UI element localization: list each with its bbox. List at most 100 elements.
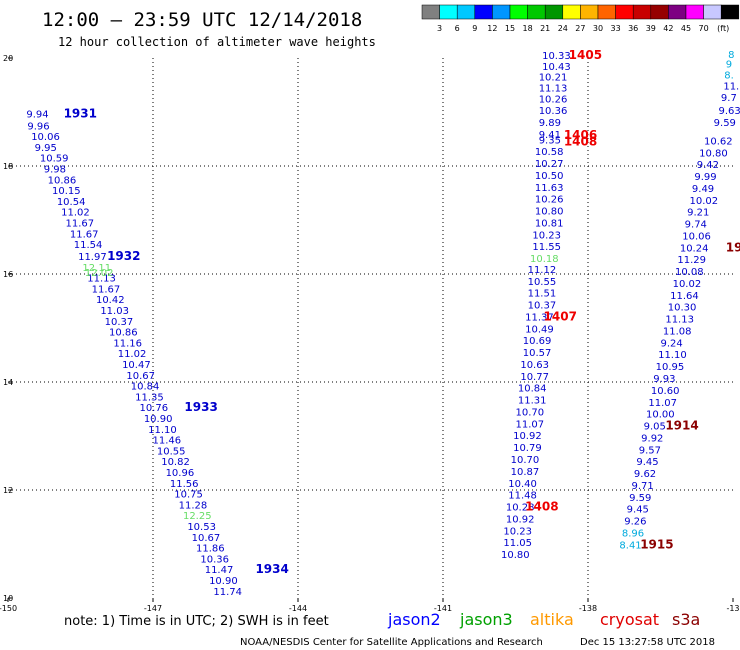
pass-time-label: 1933 bbox=[184, 400, 217, 414]
wave-height-value: 11.13 bbox=[539, 83, 568, 94]
wave-height-value: 11.51 bbox=[528, 289, 557, 300]
color-scale-label: 3 bbox=[437, 24, 442, 33]
wave-height-value: 8 bbox=[728, 50, 734, 61]
wave-height-value: 10.23 bbox=[503, 526, 532, 537]
wave-height-value: 10.26 bbox=[539, 94, 568, 105]
y-tick-label: 10 bbox=[3, 594, 13, 603]
pass-time-label: 1406 bbox=[564, 128, 597, 142]
footnote: note: 1) Time is in UTC; 2) SWH is in fe… bbox=[64, 614, 329, 629]
wave-height-value: 10.36 bbox=[200, 554, 229, 565]
wave-height-value: 9.98 bbox=[44, 164, 66, 175]
pass-time-label: 1914 bbox=[665, 419, 698, 433]
wave-height-value: 9.59 bbox=[629, 493, 651, 504]
color-scale-label: 70 bbox=[699, 24, 709, 33]
y-tick-label: 12 bbox=[3, 486, 13, 495]
wave-height-value: 12.11 bbox=[82, 263, 111, 274]
wave-height-value: 9.24 bbox=[661, 338, 683, 349]
wave-height-value: 10.80 bbox=[699, 148, 728, 159]
wave-height-value: 9.94 bbox=[26, 109, 48, 120]
wave-height-value: 9 bbox=[726, 60, 732, 71]
wave-height-value: 10.23 bbox=[532, 230, 561, 241]
color-scale-label: 18 bbox=[523, 24, 533, 33]
credit-text: NOAA/NESDIS Center for Satellite Applica… bbox=[240, 637, 543, 648]
wave-height-value: 11.28 bbox=[179, 500, 208, 511]
wave-height-value: 11.16 bbox=[113, 338, 142, 349]
wave-height-value: 10.26 bbox=[535, 195, 564, 206]
wave-height-value: 12.02 bbox=[85, 268, 114, 279]
wave-height-value: 10.63 bbox=[520, 360, 549, 371]
x-tick-label: -141 bbox=[434, 604, 452, 613]
satellite-legend-altika: altika bbox=[530, 610, 574, 629]
grid bbox=[8, 58, 733, 598]
wave-height-value: 9.74 bbox=[685, 220, 707, 231]
wave-height-value: 9.41 bbox=[539, 130, 561, 141]
wave-height-value: 9.21 bbox=[687, 208, 709, 219]
y-tick-label: 14 bbox=[3, 378, 13, 387]
wave-height-value: 9.26 bbox=[624, 517, 646, 528]
color-scale-legend: 3 6 9 12 15 18 21 24 27 30 33 36 39 42 45 70 (ft) bbox=[421, 4, 740, 33]
wave-height-value: 10.77 bbox=[520, 372, 549, 383]
wave-height-value: 11.10 bbox=[658, 350, 687, 361]
wave-height-value: 10.70 bbox=[516, 407, 545, 418]
wave-height-value: 9.71 bbox=[632, 481, 654, 492]
wave-height-value: 10.28 bbox=[506, 503, 535, 514]
pass-time-label: 1915 bbox=[640, 537, 673, 551]
color-scale-swatch bbox=[668, 4, 687, 20]
wave-height-value: 9.57 bbox=[639, 445, 661, 456]
wave-height-value: 11.63 bbox=[535, 183, 564, 194]
x-tick-label: -13 bbox=[726, 604, 739, 613]
wave-height-value: 11.02 bbox=[118, 349, 147, 360]
wave-height-value: 9.95 bbox=[35, 143, 57, 154]
chart-subtitle: 12 hour collection of altimeter wave hei… bbox=[58, 35, 376, 49]
pass-time-label: 1932 bbox=[107, 249, 140, 263]
wave-height-value: 10.37 bbox=[528, 301, 557, 312]
pass-time-label: 1407 bbox=[544, 309, 577, 323]
color-scale-swatch bbox=[703, 4, 722, 20]
wave-height-value: 11.02 bbox=[61, 208, 90, 219]
wave-height-value: 11.54 bbox=[74, 240, 103, 251]
wave-height-value: 10.00 bbox=[646, 410, 675, 421]
wave-height-value: 9.45 bbox=[636, 457, 658, 468]
color-scale-swatch bbox=[527, 4, 546, 20]
wave-height-value: 10.86 bbox=[48, 175, 77, 186]
color-scale-label: 24 bbox=[558, 24, 568, 33]
wave-height-value: 9.45 bbox=[627, 505, 649, 516]
color-scale-label: 9 bbox=[472, 24, 477, 33]
wave-height-value: 10.24 bbox=[680, 243, 709, 254]
wave-height-value: 11.10 bbox=[148, 425, 177, 436]
color-scale-label: 39 bbox=[646, 24, 656, 33]
wave-height-value: 11.47 bbox=[205, 565, 234, 576]
wave-height-value: 11.86 bbox=[196, 544, 225, 555]
wave-height-value: 11.55 bbox=[532, 242, 561, 253]
wave-height-value: 9.63 bbox=[719, 106, 740, 117]
x-tick-label: -147 bbox=[144, 604, 162, 613]
wave-height-value: 10.87 bbox=[511, 467, 540, 478]
wave-height-value: 11.13 bbox=[87, 274, 116, 285]
wave-height-value: 10.70 bbox=[511, 455, 540, 466]
wave-height-value: 11.74 bbox=[213, 587, 242, 598]
wave-height-value: 9.99 bbox=[694, 172, 716, 183]
wave-height-value: 10.90 bbox=[209, 576, 238, 587]
wave-height-value: 10.53 bbox=[187, 522, 216, 533]
color-scale-label: 27 bbox=[575, 24, 585, 33]
wave-height-value: 12.25 bbox=[183, 511, 212, 522]
wave-height-value: 10.90 bbox=[144, 414, 173, 425]
wave-height-value: 11.08 bbox=[663, 326, 692, 337]
wave-height-value: 11.2 bbox=[723, 81, 740, 92]
axes: -150 -147 -144 -141 -138 -13 10 12 14 16 18 20 bbox=[0, 54, 740, 613]
wave-height-value: 9.89 bbox=[539, 118, 561, 129]
satellite-legend-jason3: jason3 bbox=[459, 610, 513, 629]
wave-height-value: 11.05 bbox=[503, 538, 532, 549]
wave-height-value: 10.79 bbox=[513, 443, 542, 454]
wave-height-value: 10.58 bbox=[535, 147, 564, 158]
color-scale-swatch bbox=[474, 4, 493, 20]
wave-height-value: 10.82 bbox=[161, 457, 190, 468]
wave-height-value: 10.30 bbox=[668, 303, 697, 314]
wave-height-value: 10.15 bbox=[52, 186, 81, 197]
wave-height-value: 10.86 bbox=[109, 328, 138, 339]
wave-height-value: 11.67 bbox=[66, 218, 95, 229]
pass-time-label: 19 bbox=[726, 240, 740, 254]
wave-height-value: 11.67 bbox=[70, 229, 99, 240]
pass-time-label: 1408 bbox=[525, 500, 558, 514]
wave-height-value: 9.59 bbox=[714, 118, 736, 129]
